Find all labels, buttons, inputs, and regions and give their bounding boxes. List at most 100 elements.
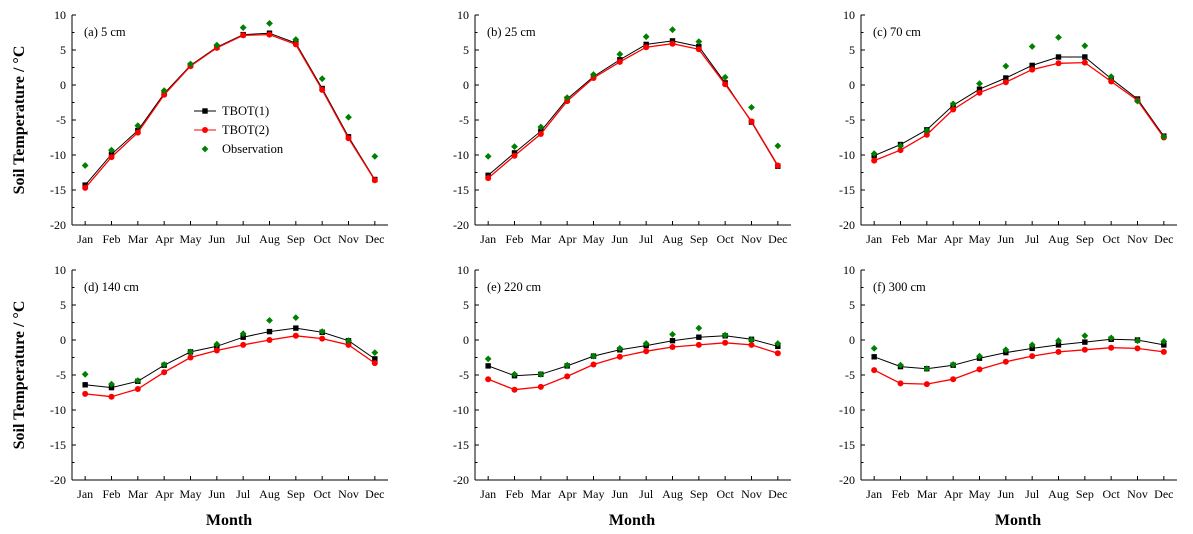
- series-TBOT(1): [485, 333, 781, 379]
- panel-title: (d) 140 cm: [84, 280, 139, 294]
- x-tick-label: Oct: [1103, 232, 1121, 246]
- x-tick-label: Nov: [1127, 487, 1148, 501]
- y-tick-label: -5: [459, 368, 469, 382]
- data-point: [293, 325, 299, 331]
- legend-marker: [202, 127, 208, 133]
- series-TBOT(1): [871, 54, 1167, 159]
- data-point: [897, 147, 904, 154]
- series-TBOT(1): [82, 325, 378, 391]
- data-point: [1002, 62, 1010, 70]
- series-TBOT(2): [871, 59, 1167, 164]
- legend-label: Observation: [222, 142, 284, 156]
- y-tick-label: -10: [453, 148, 469, 162]
- data-point: [484, 355, 492, 363]
- x-tick-label: Jan: [480, 487, 496, 501]
- x-tick-label: May: [969, 487, 991, 501]
- y-tick-label: -10: [453, 403, 469, 417]
- x-tick-label: Jan: [77, 232, 93, 246]
- data-point: [292, 36, 300, 43]
- data-point: [563, 361, 571, 369]
- panel-0: -20 -15 -10 -5 0 5 10 Jan Feb Mar Apr May Jun Jul Aug S…: [50, 8, 388, 246]
- data-point: [82, 184, 89, 191]
- data-point: [108, 146, 115, 154]
- data-point: [511, 143, 518, 150]
- data-point: [372, 356, 378, 362]
- data-point: [774, 162, 781, 169]
- data-point: [187, 60, 194, 68]
- y-tick-label: 0: [849, 78, 855, 92]
- data-point: [748, 104, 755, 111]
- series-line: [85, 335, 376, 398]
- y-tick-label: -10: [839, 148, 855, 162]
- data-point: [1082, 54, 1088, 60]
- x-tick-label: Nov: [338, 232, 359, 246]
- data-point: [722, 81, 729, 88]
- series-line: [874, 56, 1165, 157]
- y-tick-label: -10: [50, 403, 66, 417]
- data-point: [669, 40, 676, 47]
- y-tick-label: 5: [60, 298, 66, 312]
- data-point: [774, 340, 782, 347]
- x-tick-label: Oct: [314, 487, 332, 501]
- data-point: [292, 314, 300, 321]
- panel-title: (f) 300 cm: [873, 280, 926, 294]
- data-point: [871, 367, 878, 374]
- data-point: [1055, 34, 1062, 41]
- data-point: [160, 87, 168, 94]
- data-point: [1081, 59, 1088, 66]
- data-point: [161, 369, 168, 376]
- x-tick-label: Feb: [892, 487, 910, 501]
- data-point: [371, 360, 378, 367]
- y-tick-label: -20: [839, 218, 855, 232]
- y-tick-label: -15: [50, 183, 66, 197]
- data-point: [134, 129, 141, 136]
- x-tick-label: Feb: [103, 232, 121, 246]
- x-axis-title-middle: Month: [609, 512, 655, 529]
- legend-marker: [201, 145, 209, 153]
- series-TBOT(2): [82, 332, 378, 400]
- x-tick-label: Jul: [639, 232, 654, 246]
- data-point: [695, 324, 703, 332]
- data-point: [1082, 339, 1088, 345]
- data-point: [923, 365, 931, 373]
- series-line: [488, 335, 778, 377]
- y-tick-label: 5: [463, 298, 469, 312]
- data-point: [564, 373, 571, 380]
- data-point: [187, 348, 194, 356]
- series-Observation: [484, 324, 782, 378]
- data-point: [695, 341, 702, 348]
- x-tick-label: Mar: [917, 487, 937, 501]
- x-tick-label: Nov: [741, 232, 762, 246]
- data-point: [1134, 337, 1141, 345]
- x-tick-label: Apr: [558, 232, 577, 246]
- data-point: [774, 142, 782, 150]
- data-point: [1029, 66, 1036, 73]
- y-tick-label: -20: [50, 218, 66, 232]
- x-tick-label: Oct: [314, 232, 332, 246]
- data-point: [485, 175, 492, 182]
- y-tick-label: -15: [453, 183, 469, 197]
- x-tick-label: Feb: [506, 487, 524, 501]
- x-tick-label: Oct: [1103, 487, 1121, 501]
- data-point: [748, 118, 755, 125]
- data-point: [319, 86, 326, 93]
- x-tick-label: Dec: [1154, 232, 1173, 246]
- y-tick-label: 5: [60, 43, 66, 57]
- data-point: [319, 335, 326, 342]
- x-tick-label: Aug: [662, 487, 683, 501]
- y-tick-label: 10: [54, 263, 66, 277]
- data-point: [616, 50, 624, 58]
- data-point: [213, 347, 220, 354]
- data-point: [1081, 346, 1088, 353]
- data-point: [1002, 79, 1009, 86]
- data-point: [871, 354, 877, 360]
- series-Observation: [81, 20, 379, 169]
- x-tick-label: Jul: [236, 487, 251, 501]
- data-point: [1029, 345, 1035, 352]
- data-point: [160, 361, 168, 368]
- data-point: [923, 131, 930, 138]
- data-point: [266, 20, 273, 27]
- data-point: [213, 340, 221, 348]
- x-tick-label: Jul: [1025, 232, 1040, 246]
- x-tick-label: Mar: [531, 487, 551, 501]
